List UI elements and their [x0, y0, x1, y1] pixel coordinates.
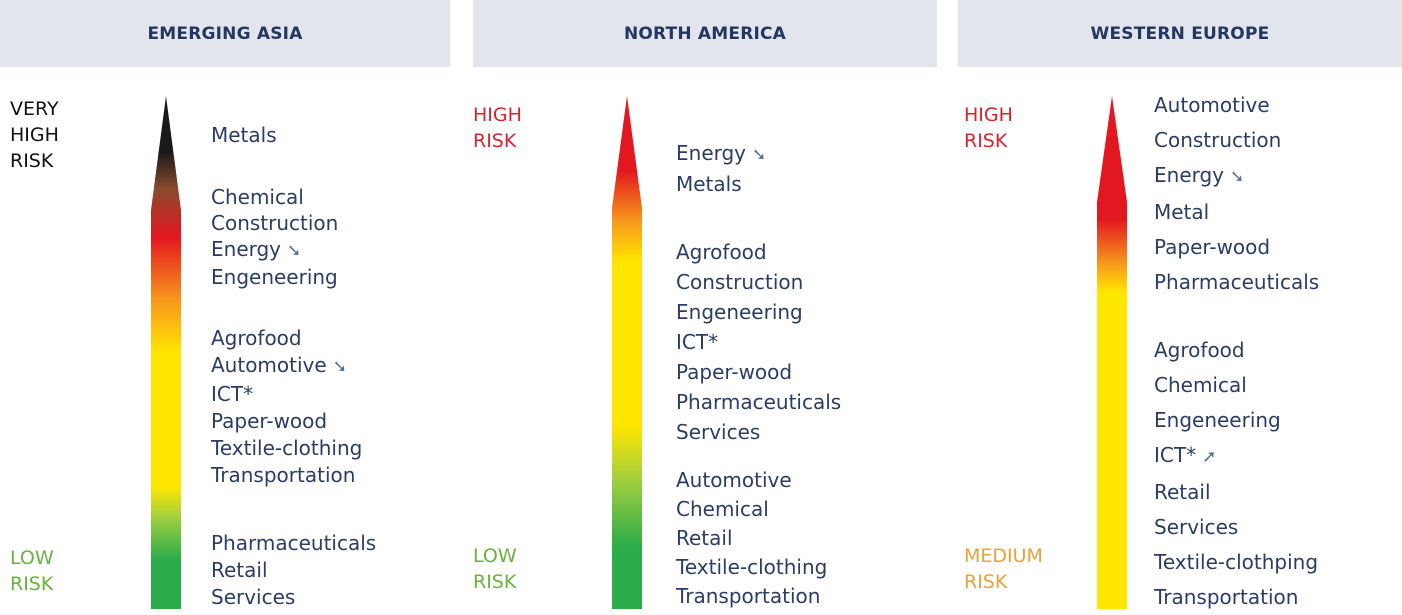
sector-item: Chemical: [676, 497, 769, 521]
sector-item: Retail: [676, 526, 733, 550]
top-risk-label-line: RISK: [10, 150, 54, 172]
trend-down-icon: ➘: [1230, 167, 1245, 187]
bottom-risk-label: MEDIUM RISK: [964, 543, 1043, 595]
top-risk-label-line: RISK: [964, 130, 1008, 152]
top-risk-label-line: VERY: [10, 98, 59, 120]
sector-group: Automotive Construction Energy ➘ Metal Pa…: [1154, 88, 1319, 300]
sector-item: Paper-wood: [211, 409, 328, 433]
sector-item: Textile-clothing: [211, 436, 363, 460]
sector-item: Transportation: [211, 463, 356, 487]
sector-item: Textile-clothping: [1154, 550, 1319, 574]
sector-item: Construction: [211, 211, 339, 235]
sector-item: Engeneering: [211, 265, 338, 289]
sector-item: Engeneering: [1154, 408, 1281, 432]
sector-item: Automotive ➘: [211, 352, 362, 381]
sector-item: Engeneering: [676, 300, 803, 324]
top-risk-label: VERY HIGH RISK: [10, 96, 59, 174]
sector-group: Energy ➘ Metals: [676, 139, 766, 199]
panel-title: EMERGING ASIA: [0, 0, 450, 67]
sector-item: Services: [1154, 515, 1239, 539]
panel-title: NORTH AMERICA: [473, 0, 937, 67]
sector-item: Chemical: [211, 185, 304, 209]
risk-gauge-bar: [612, 96, 642, 609]
sector-item: Construction: [676, 270, 804, 294]
sector-item: Automotive: [676, 468, 792, 492]
sector-item: Agrofood: [1154, 338, 1245, 362]
trend-up-icon: ➚: [1202, 447, 1217, 467]
sector-group: Agrofood Chemical Engeneering ICT* ➚ Reta…: [1154, 333, 1318, 615]
sector-item: ICT*: [211, 382, 254, 406]
trend-down-icon: ➘: [752, 145, 767, 165]
bottom-risk-label-line: RISK: [473, 571, 517, 593]
sector-item: Agrofood: [676, 240, 767, 264]
sector-item: Metal: [1154, 200, 1210, 224]
sector-item: Paper-wood: [1154, 235, 1271, 259]
panel-title: WESTERN EUROPE: [958, 0, 1402, 67]
sector-item: Agrofood: [211, 326, 302, 350]
sector-item: ICT* ➚: [1154, 438, 1318, 475]
sector-item: Paper-wood: [676, 360, 793, 384]
risk-gauge-bar: [1097, 96, 1127, 609]
bottom-risk-label-line: LOW: [10, 547, 54, 569]
sector-item: Pharmaceuticals: [676, 390, 842, 414]
sector-item: Chemical: [1154, 373, 1247, 397]
risk-gauge-bar: [151, 96, 181, 609]
sector-item: Pharmaceuticals: [1154, 270, 1320, 294]
sector-item: Metals: [211, 123, 277, 147]
trend-down-icon: ➘: [287, 241, 302, 261]
top-risk-label-line: RISK: [473, 130, 517, 152]
sector-item: ICT*: [676, 330, 719, 354]
bottom-risk-label: LOW RISK: [473, 543, 517, 595]
bottom-risk-label-line: RISK: [964, 571, 1008, 593]
sector-group: Agrofood Automotive ➘ ICT* Paper-wood Tex…: [211, 325, 362, 489]
sector-item: Energy ➘: [211, 236, 338, 264]
sector-group: Automotive Chemical Retail Textile-cloth…: [676, 466, 827, 611]
trend-down-icon: ➘: [332, 357, 347, 377]
sector-group: Agrofood Construction Engeneering ICT* P…: [676, 237, 841, 447]
panel-emerging-asia: EMERGING ASIA VERY HIGH RISK Metals Chem: [0, 0, 450, 609]
sector-item: Transportation: [1154, 585, 1299, 609]
sector-group: Chemical Construction Energy ➘ Engeneerin…: [211, 184, 338, 290]
sector-group: Pharmaceuticals Retail Services: [211, 530, 376, 611]
bottom-risk-label-line: LOW: [473, 545, 517, 567]
panel-north-america: NORTH AMERICA HIGH RISK Energy ➘ Metals A…: [473, 0, 937, 609]
sector-item: Automotive: [1154, 93, 1270, 117]
sector-item: Construction: [1154, 128, 1282, 152]
top-risk-label-line: HIGH: [10, 124, 59, 146]
top-risk-label-line: HIGH: [964, 104, 1013, 126]
sector-item: Energy ➘: [1154, 158, 1319, 195]
top-risk-label: HIGH RISK: [473, 102, 522, 154]
bottom-risk-label: LOW RISK: [10, 545, 54, 597]
top-risk-label: HIGH RISK: [964, 102, 1013, 154]
sector-item: Retail: [1154, 480, 1211, 504]
sector-group: Metals: [211, 122, 277, 148]
top-risk-label-line: HIGH: [473, 104, 522, 126]
sector-item: Metals: [676, 172, 742, 196]
sector-item: Services: [211, 585, 296, 609]
sector-item: Services: [676, 420, 761, 444]
sector-item: Retail: [211, 558, 268, 582]
panel-western-europe: WESTERN EUROPE HIGH RISK Automotive Cons…: [958, 0, 1402, 609]
bottom-risk-label-line: MEDIUM: [964, 545, 1043, 567]
bottom-risk-label-line: RISK: [10, 573, 54, 595]
sector-item: Textile-clothing: [676, 555, 828, 579]
sector-item: Pharmaceuticals: [211, 531, 377, 555]
sector-item: Transportation: [676, 584, 821, 608]
sector-item: Energy ➘: [676, 139, 766, 170]
